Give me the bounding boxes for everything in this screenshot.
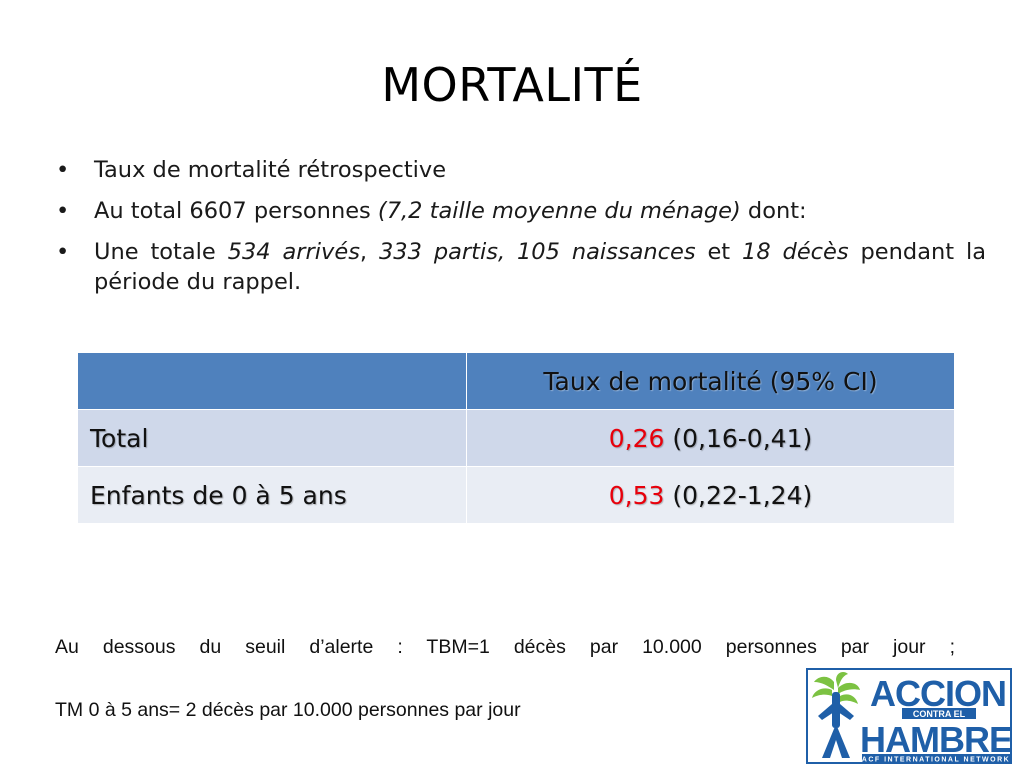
bullet-text: Une totale	[94, 239, 228, 265]
table-header-cell: Taux de mortalité (95% CI)	[466, 352, 955, 410]
bullet-dot-icon: •	[56, 239, 70, 265]
acf-logo: ACCION CONTRA EL HAMBRE ACF INTERNATIONA…	[806, 668, 1012, 764]
table-header-empty-cell	[77, 352, 467, 410]
bullet-italic: 534 arrivés	[227, 239, 360, 265]
bullet-item: • Au total 6607 personnes (7,2 taille mo…	[52, 196, 986, 226]
logo-tag: CONTRA EL	[913, 709, 966, 719]
confidence-interval: (0,16-0,41)	[664, 423, 813, 453]
bullet-item: • Une totale 534 arrivés, 333 partis, 10…	[52, 237, 986, 297]
table-row: Enfants de 0 à 5 ans 0,53 (0,22-1,24)	[77, 466, 955, 524]
bullet-text: ,	[359, 239, 379, 265]
bullet-text: et	[695, 239, 743, 265]
bullet-item: • Taux de mortalité rétrospective	[52, 155, 986, 185]
row-label: Enfants de 0 à 5 ans	[77, 466, 467, 524]
rate-value: 0,26	[608, 423, 665, 453]
alert-threshold-note: Au dessous du seuil d’alerte : TBM=1 déc…	[55, 636, 955, 658]
row-value-cell: 0,53 (0,22-1,24)	[466, 466, 955, 524]
logo-word-accion: ACCION	[870, 673, 1006, 714]
row-value-cell: 0,26 (0,16-0,41)	[466, 409, 955, 467]
table-row: Total 0,26 (0,16-0,41)	[77, 409, 955, 467]
bullet-text: Taux de mortalité rétrospective	[94, 157, 447, 183]
under5-threshold-note: TM 0 à 5 ans= 2 décès par 10.000 personn…	[55, 699, 521, 721]
bullet-italic: 18 décès	[742, 239, 849, 265]
rate-value: 0,53	[608, 480, 665, 510]
logo-tag-band	[902, 708, 976, 719]
bullet-text: dont:	[740, 198, 807, 224]
table-header-row: Taux de mortalité (95% CI)	[77, 352, 955, 410]
bullet-text: Au total 6607 personnes	[94, 198, 378, 224]
bullet-dot-icon: •	[56, 157, 70, 183]
confidence-interval: (0,22-1,24)	[664, 480, 813, 510]
logo-network-band	[862, 754, 1010, 763]
logo-network: ACF INTERNATIONAL NETWORK	[862, 757, 1010, 764]
bullet-italic: (7,2 taille moyenne du ménage)	[377, 198, 741, 224]
bullet-list: • Taux de mortalité rétrospective • Au t…	[52, 155, 986, 308]
mortality-table: Taux de mortalité (95% CI) Total 0,26 (0…	[77, 352, 955, 524]
plant-figure-icon	[812, 672, 860, 758]
slide-title: MORTALITÉ	[381, 58, 643, 112]
logo-word-hambre: HAMBRE	[860, 719, 1012, 760]
row-label: Total	[77, 409, 467, 467]
bullet-italic: 333 partis, 105 naissances	[378, 239, 696, 265]
bullet-text: pendant la période du rappel.	[94, 239, 986, 295]
bullet-dot-icon: •	[56, 198, 70, 224]
